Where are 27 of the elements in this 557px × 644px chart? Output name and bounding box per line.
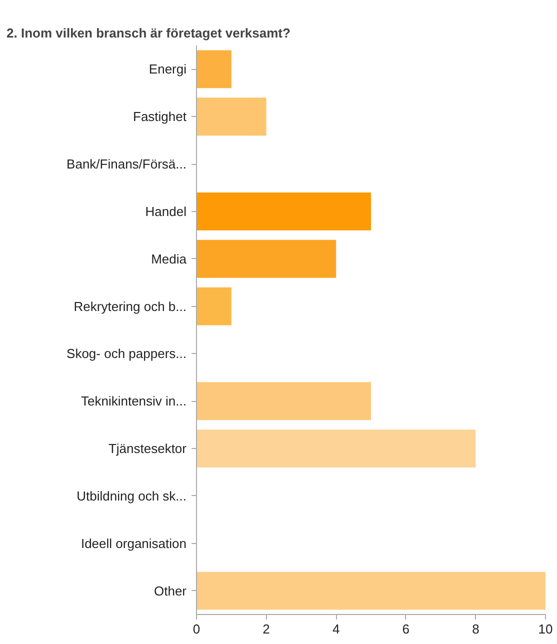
y-tick-label: Other [154,583,188,598]
bar [196,240,336,278]
bar [196,98,266,136]
y-tick-label: Handel [145,204,187,219]
y-tick-label: Ideell organisation [80,536,187,551]
x-tick-label: 10 [538,622,553,636]
bar [196,50,232,88]
x-tick-label: 6 [402,622,410,636]
chart-title: 2. Inom vilken bransch är företaget verksamt? [6,26,290,40]
y-tick-label: Energi [148,62,187,77]
bar [196,382,371,420]
y-tick-label: Teknikintensiv in... [81,394,187,409]
y-tick-label: Media [151,251,188,266]
bar [196,572,546,610]
bar [196,192,371,230]
x-tick-label: 0 [192,622,200,636]
y-tick-label: Bank/Finans/Försä... [66,156,187,172]
y-tick-label: Tjänstesektor [108,441,188,456]
y-tick-label: Skog- och pappers... [66,346,187,362]
bar [196,430,476,468]
y-tick-label: Fastighet [133,109,187,124]
y-tick-label: Rekrytering och b... [74,298,187,314]
x-tick-label: 4 [332,622,340,636]
x-tick-label: 2 [262,622,270,636]
bar [196,287,232,326]
y-tick-label: Utbildning och sk... [76,488,187,504]
x-tick-label: 8 [472,622,480,636]
